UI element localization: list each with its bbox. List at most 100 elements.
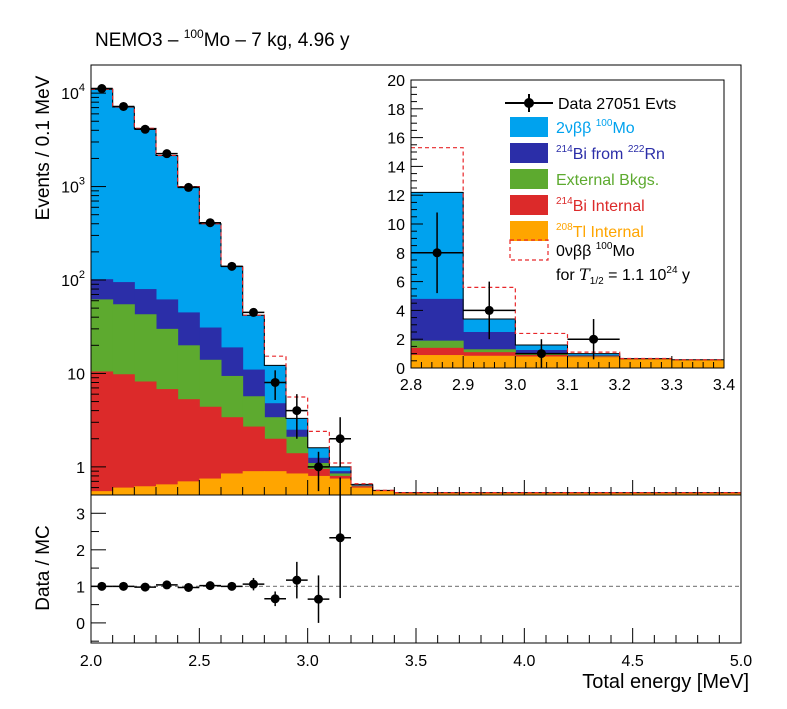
inset-data-point xyxy=(432,248,442,258)
main-data-point xyxy=(314,462,323,472)
main-bar xyxy=(567,493,590,495)
x-tick-label: 3.0 xyxy=(297,653,319,670)
inset-y-tick-label: 20 xyxy=(387,73,405,90)
inset-y-tick-label: 8 xyxy=(396,246,405,263)
legend-signal-line2: for T1/2 = 1.1 1024 y xyxy=(556,265,690,287)
legend-label: 208Tl Internal xyxy=(556,222,644,241)
legend-signal-line1: 0νββ 100Mo xyxy=(556,241,635,260)
inset-y-tick-label: 4 xyxy=(396,303,405,320)
ratio-point xyxy=(314,594,323,604)
inset-bar xyxy=(411,355,464,368)
main-data-point xyxy=(162,149,172,159)
main-bar xyxy=(697,493,720,495)
legend-swatch xyxy=(510,195,548,215)
ratio-point xyxy=(140,582,150,592)
main-bar xyxy=(242,471,265,495)
main-data-point xyxy=(119,101,128,111)
ratio-plot-frame xyxy=(90,494,742,644)
main-bar xyxy=(91,371,114,495)
inset-y-tick-label: 10 xyxy=(387,217,405,234)
main-bar xyxy=(502,493,525,495)
main-bar xyxy=(156,389,179,495)
inset-x-axis: 2.8 2.9 3.0 3.1 3.2 3.3 3.4 xyxy=(400,356,735,394)
main-data-point xyxy=(97,84,107,94)
legend-swatch xyxy=(510,143,548,163)
main-bar xyxy=(524,493,547,495)
main-bar xyxy=(177,481,200,495)
main-bar xyxy=(177,399,200,495)
inset-y-tick-label: 2 xyxy=(396,332,405,349)
main-data-points xyxy=(91,84,351,492)
main-y-axis-label: Events / 0.1 MeV xyxy=(33,75,54,220)
inset-x-tick-label: 3.4 xyxy=(713,377,735,394)
ratio-panel: 0 1 2 3 2.0 2.5 3.0 3.5 4.0 4.5 5.0 Data / MC Tot… xyxy=(33,477,752,693)
main-bar xyxy=(199,406,222,495)
x-tick-label: 2.5 xyxy=(188,653,210,670)
main-data-point xyxy=(249,307,258,317)
main-y-tick-label: 103 xyxy=(61,176,85,197)
legend: Data 27051 Evts 2νββ 100Mo 214Bi from 222… xyxy=(505,94,690,287)
main-data-point xyxy=(270,377,280,387)
x-tick-label: 4.5 xyxy=(622,653,644,670)
main-bar xyxy=(632,493,655,495)
inset-x-tick-label: 3.2 xyxy=(609,377,631,394)
ratio-y-axis-label: Data / MC xyxy=(33,525,54,611)
legend-data: Data 27051 Evts xyxy=(505,94,676,113)
ratio-point xyxy=(205,581,215,591)
main-y-tick-label: 10 xyxy=(67,366,85,383)
ratio-point xyxy=(270,594,280,604)
main-y-tick-label: 1 xyxy=(76,460,85,477)
main-bar xyxy=(134,486,157,495)
main-bar xyxy=(134,381,157,495)
legend-swatch xyxy=(510,117,548,137)
main-data-point xyxy=(292,406,302,416)
inset-y-tick-label: 6 xyxy=(396,275,405,292)
ratio-point xyxy=(162,580,172,590)
inset-data-point xyxy=(589,334,599,344)
main-bar xyxy=(351,487,374,495)
main-bar xyxy=(156,484,179,495)
inset-y-axis: 0 2 4 6 8 10 12 14 16 18 20 xyxy=(387,73,423,378)
x-tick-label: 2.0 xyxy=(80,653,102,670)
main-bar xyxy=(112,374,135,495)
main-data-point xyxy=(140,124,150,134)
main-bar xyxy=(437,493,460,495)
inset-x-tick-label: 2.9 xyxy=(452,377,474,394)
main-bar xyxy=(286,473,309,495)
inset-data-points xyxy=(411,212,620,368)
main-signal-0vbb xyxy=(91,88,741,494)
main-bar xyxy=(719,493,741,495)
main-bar xyxy=(372,491,395,495)
main-bar xyxy=(654,493,677,495)
legend-signal: 0νββ 100Mo for T1/2 = 1.1 1024 y xyxy=(509,239,690,287)
main-bar xyxy=(394,493,417,495)
ratio-point xyxy=(292,575,302,585)
legend-swatch xyxy=(510,169,548,189)
main-bar xyxy=(589,493,612,495)
x-tick-label: 5.0 xyxy=(730,653,752,670)
ratio-y-axis: 0 1 2 3 xyxy=(76,494,106,642)
inset-y-tick-label: 0 xyxy=(396,361,405,378)
legend-label: External Bkgs. xyxy=(556,172,659,189)
main-bar xyxy=(611,493,634,495)
ratio-point xyxy=(227,581,237,591)
inset-y-tick-label: 16 xyxy=(387,131,405,148)
inset-x-tick-label: 3.0 xyxy=(504,377,526,394)
ratio-y-tick-label: 3 xyxy=(76,506,85,523)
ratio-y-tick-label: 2 xyxy=(76,543,85,560)
inset-y-tick-label: 12 xyxy=(387,188,405,205)
main-bar xyxy=(221,473,244,495)
inset-bar xyxy=(619,359,673,368)
main-bar xyxy=(459,493,482,495)
main-bar xyxy=(416,493,439,495)
legend-swatch xyxy=(510,221,548,241)
main-signal-line xyxy=(91,88,741,494)
main-y-tick-label: 104 xyxy=(61,82,85,103)
x-axis-label: Total energy [MeV] xyxy=(582,671,749,693)
legend-label: 2νββ 100Mo xyxy=(556,118,635,137)
ratio-point xyxy=(249,579,258,589)
